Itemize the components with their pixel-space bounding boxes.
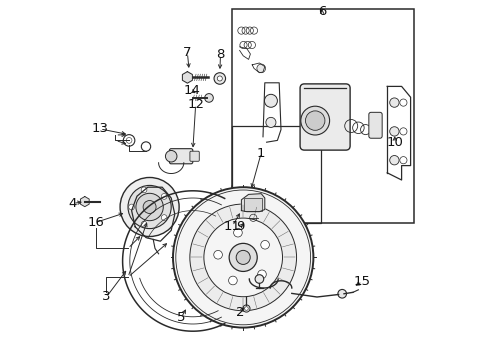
Circle shape [173,187,314,328]
FancyBboxPatch shape [190,151,199,161]
Circle shape [261,240,270,249]
Circle shape [400,99,407,106]
Text: 3: 3 [102,291,111,303]
Circle shape [243,305,250,312]
Circle shape [234,228,242,237]
FancyBboxPatch shape [300,84,350,150]
Circle shape [166,150,177,162]
Circle shape [266,117,276,127]
Circle shape [390,127,399,136]
Text: 15: 15 [354,275,371,288]
Text: 9: 9 [237,220,245,233]
Circle shape [143,201,156,213]
Polygon shape [242,194,265,212]
Text: 4: 4 [69,197,77,210]
Circle shape [400,157,407,164]
Text: 10: 10 [386,136,403,149]
Circle shape [390,98,399,107]
Circle shape [136,193,163,221]
Circle shape [338,289,346,298]
Circle shape [141,221,147,227]
Circle shape [257,64,266,73]
Circle shape [390,156,399,165]
Text: 14: 14 [183,84,200,97]
Circle shape [265,94,277,107]
Circle shape [129,204,134,210]
Circle shape [214,73,225,84]
Text: 2: 2 [236,306,245,319]
Bar [244,198,262,211]
Circle shape [141,187,147,193]
FancyBboxPatch shape [369,112,382,138]
Circle shape [301,106,330,135]
Text: 7: 7 [183,46,192,59]
Text: 6: 6 [318,5,326,18]
Circle shape [245,307,248,310]
Text: 12: 12 [187,98,204,111]
Bar [232,126,320,223]
Circle shape [229,276,237,285]
Circle shape [161,194,167,199]
Circle shape [128,185,171,229]
Circle shape [217,76,222,81]
Circle shape [255,275,264,283]
Circle shape [205,94,213,102]
Text: 11: 11 [224,220,241,233]
Bar [232,9,414,223]
Text: 5: 5 [177,311,186,324]
Text: 8: 8 [216,48,225,61]
Polygon shape [182,72,193,83]
Text: 13: 13 [92,122,108,135]
Circle shape [190,204,296,311]
Circle shape [258,270,266,279]
Circle shape [204,218,283,297]
Circle shape [161,215,167,220]
Circle shape [214,251,222,259]
Circle shape [120,177,179,237]
Circle shape [229,243,257,271]
Polygon shape [80,197,89,207]
FancyBboxPatch shape [170,149,193,164]
Text: 1: 1 [257,147,266,159]
Text: 16: 16 [87,216,104,229]
Circle shape [236,251,250,264]
Circle shape [305,111,325,130]
Circle shape [400,128,407,135]
